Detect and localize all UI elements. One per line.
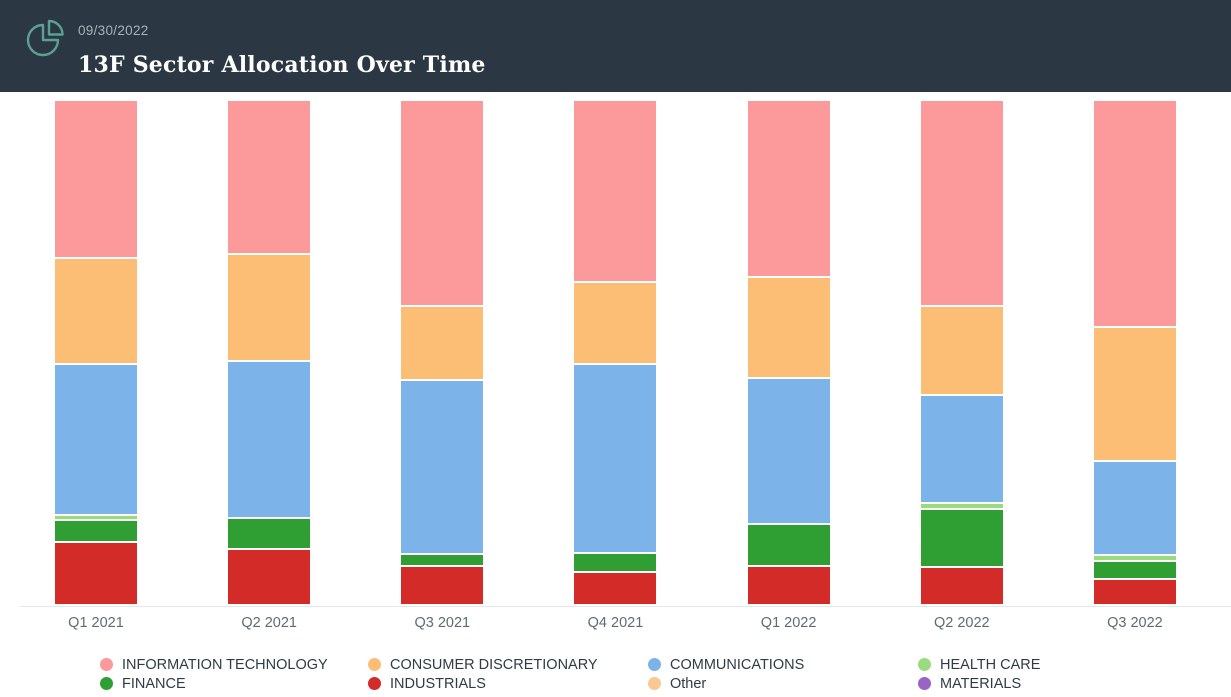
x-axis-label-q3-2021: Q3 2021: [414, 615, 471, 631]
segment-information-technology[interactable]: [401, 101, 484, 305]
segment-information-technology[interactable]: [920, 101, 1003, 305]
segment-communications[interactable]: [747, 377, 830, 523]
bar-q1-2022: [747, 101, 830, 604]
legend-label-communications: COMMUNICATIONS: [670, 656, 805, 673]
segment-industrials[interactable]: [401, 565, 484, 604]
legend-swatch-health-care: [918, 658, 931, 671]
segment-consumer-discretionary[interactable]: [747, 276, 830, 378]
segment-health-care[interactable]: [920, 501, 1003, 508]
segment-communications[interactable]: [401, 379, 484, 554]
legend-swatch-consumer-discretionary: [368, 658, 381, 671]
legend-label-other: Other: [670, 675, 707, 692]
x-axis-line: [20, 606, 1231, 607]
segment-information-technology[interactable]: [747, 101, 830, 277]
segment-information-technology[interactable]: [574, 101, 657, 282]
bar-q2-2021: [228, 101, 311, 604]
x-axis-label-q1-2022: Q1 2022: [760, 615, 817, 631]
legend-label-industrials: INDUSTRIALS: [390, 675, 486, 692]
x-axis-label-q1-2021: Q1 2021: [68, 615, 124, 631]
bar-q4-2021: [574, 101, 657, 604]
legend-label-information-technology: INFORMATION TECHNOLOGY: [122, 656, 328, 673]
segment-communications[interactable]: [920, 394, 1003, 502]
segment-industrials[interactable]: [574, 570, 657, 604]
segment-consumer-discretionary[interactable]: [920, 304, 1003, 395]
segment-consumer-discretionary[interactable]: [1093, 325, 1176, 460]
legend-label-materials: MATERIALS: [940, 675, 1022, 692]
legend-item-communications[interactable]: COMMUNICATIONS: [648, 655, 918, 674]
legend-swatch-information-technology: [100, 658, 113, 671]
pie-chart-icon: [26, 19, 64, 57]
legend-label-consumer-discretionary: CONSUMER DISCRETIONARY: [390, 656, 598, 673]
legend-swatch-industrials: [368, 677, 381, 690]
legend-item-industrials[interactable]: INDUSTRIALS: [368, 674, 648, 693]
segment-consumer-discretionary[interactable]: [574, 281, 657, 363]
bar-q2-2022: [920, 101, 1003, 604]
legend-item-health-care[interactable]: HEALTH CARE: [918, 655, 1231, 674]
legend-item-consumer-discretionary[interactable]: CONSUMER DISCRETIONARY: [368, 655, 648, 674]
segment-communications[interactable]: [574, 362, 657, 553]
segment-finance[interactable]: [747, 522, 830, 565]
segment-information-technology[interactable]: [228, 101, 311, 253]
sector-allocation-chart: Q1 2021 Q2 2021 Q3 2021 Q4 2021 Q1 2022 Q2 20…: [0, 101, 1231, 631]
segment-health-care[interactable]: [55, 514, 137, 520]
bar-q3-2022: [1093, 101, 1176, 604]
plot-area: [0, 101, 1231, 604]
report-header: 09/30/2022 13F Sector Allocation Over Ti…: [0, 0, 1231, 92]
legend-item-finance[interactable]: FINANCE: [100, 674, 368, 693]
bar-q1-2021: [55, 101, 137, 604]
segment-consumer-discretionary[interactable]: [401, 304, 484, 380]
legend-item-information-technology[interactable]: INFORMATION TECHNOLOGY: [100, 655, 368, 674]
page-title: 13F Sector Allocation Over Time: [78, 52, 486, 78]
segment-industrials[interactable]: [55, 540, 137, 604]
segment-industrials[interactable]: [228, 548, 311, 604]
segment-communications[interactable]: [228, 360, 311, 517]
legend-swatch-materials: [918, 677, 931, 690]
segment-information-technology[interactable]: [55, 101, 137, 257]
x-axis-labels: Q1 2021 Q2 2021 Q3 2021 Q4 2021 Q1 2022 Q2 20…: [0, 615, 1231, 631]
segment-industrials[interactable]: [747, 564, 830, 604]
legend-label-finance: FINANCE: [122, 675, 186, 692]
legend-swatch-other: [648, 677, 661, 690]
segment-information-technology[interactable]: [1093, 101, 1176, 326]
legend-swatch-communications: [648, 658, 661, 671]
chart-legend: INFORMATION TECHNOLOGY CONSUMER DISCRETIO…: [100, 655, 1231, 693]
segment-industrials[interactable]: [1093, 578, 1176, 604]
bar-q3-2021: [401, 101, 484, 604]
segment-finance[interactable]: [1093, 560, 1176, 579]
segment-finance[interactable]: [574, 552, 657, 571]
x-axis-label-q4-2021: Q4 2021: [587, 615, 644, 631]
segment-communications[interactable]: [55, 362, 137, 515]
report-date: 09/30/2022: [78, 23, 149, 38]
x-axis-label-q2-2021: Q2 2021: [241, 615, 297, 631]
legend-label-health-care: HEALTH CARE: [940, 656, 1041, 673]
x-axis-label-q3-2022: Q3 2022: [1107, 615, 1163, 631]
legend-swatch-finance: [100, 677, 113, 690]
segment-consumer-discretionary[interactable]: [228, 252, 311, 361]
segment-finance[interactable]: [228, 516, 311, 549]
segment-industrials[interactable]: [920, 565, 1003, 604]
x-axis-label-q2-2022: Q2 2022: [933, 615, 990, 631]
segment-finance[interactable]: [401, 553, 484, 566]
segment-health-care[interactable]: [1093, 554, 1176, 561]
legend-item-materials[interactable]: MATERIALS: [918, 674, 1231, 693]
segment-finance[interactable]: [920, 507, 1003, 566]
segment-communications[interactable]: [1093, 459, 1176, 554]
legend-item-other[interactable]: Other: [648, 674, 918, 693]
segment-finance[interactable]: [55, 519, 137, 541]
segment-consumer-discretionary[interactable]: [55, 256, 137, 363]
